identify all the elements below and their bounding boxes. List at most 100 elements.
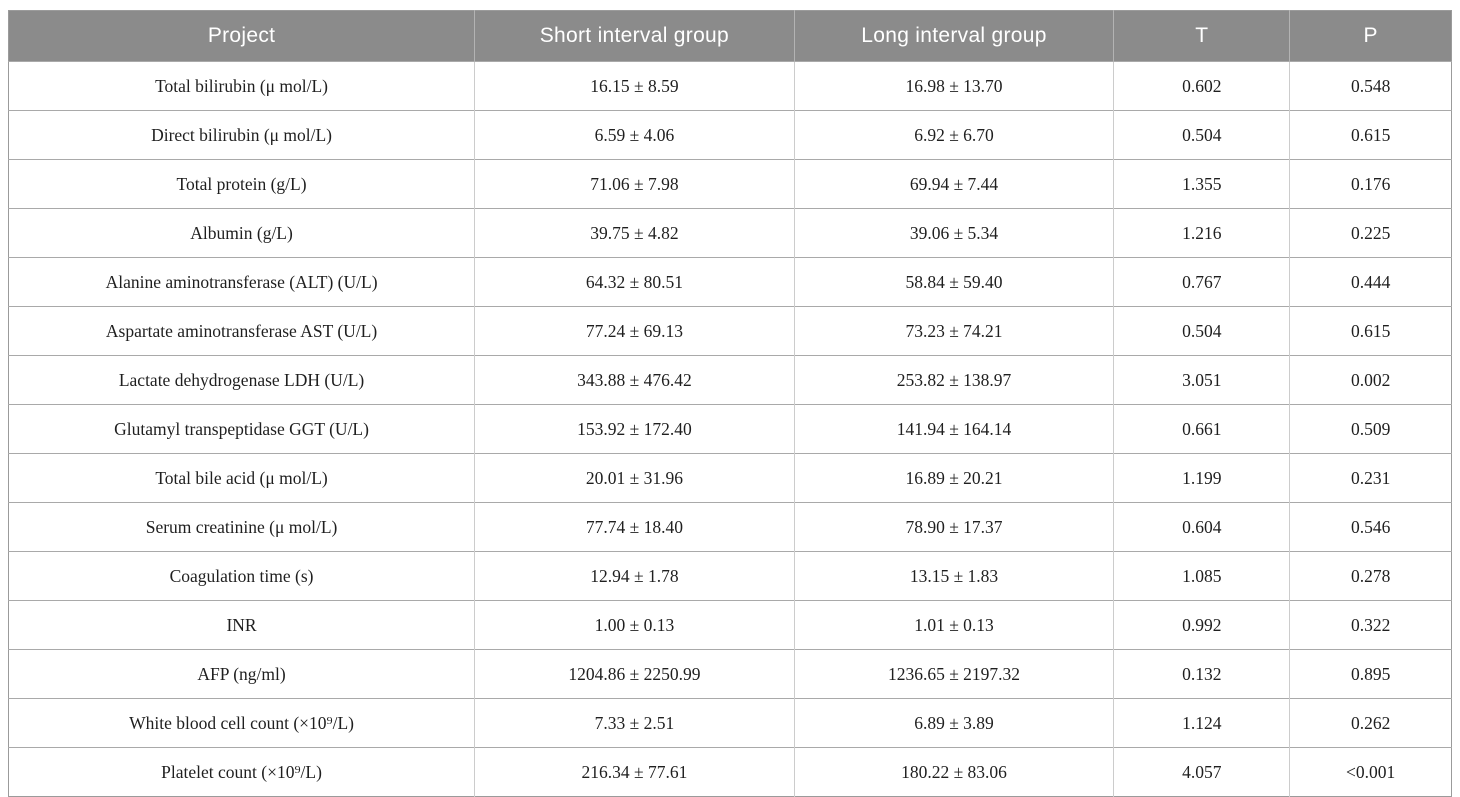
cell-project: Total protein (g/L) bbox=[9, 160, 475, 209]
cell-p-value: 0.002 bbox=[1290, 356, 1452, 405]
cell-project: Albumin (g/L) bbox=[9, 209, 475, 258]
cell-project: Platelet count (×10⁹/L) bbox=[9, 748, 475, 797]
cell-t-value: 1.124 bbox=[1114, 699, 1290, 748]
cell-short-interval: 71.06 ± 7.98 bbox=[475, 160, 795, 209]
cell-project: Glutamyl transpeptidase GGT (U/L) bbox=[9, 405, 475, 454]
cell-short-interval: 7.33 ± 2.51 bbox=[475, 699, 795, 748]
cell-project: Aspartate aminotransferase AST (U/L) bbox=[9, 307, 475, 356]
table-row: Total protein (g/L) 71.06 ± 7.98 69.94 ±… bbox=[9, 160, 1452, 209]
cell-long-interval: 69.94 ± 7.44 bbox=[794, 160, 1114, 209]
cell-short-interval: 1204.86 ± 2250.99 bbox=[475, 650, 795, 699]
cell-p-value: 0.278 bbox=[1290, 552, 1452, 601]
cell-long-interval: 141.94 ± 164.14 bbox=[794, 405, 1114, 454]
cell-short-interval: 1.00 ± 0.13 bbox=[475, 601, 795, 650]
cell-project: Total bilirubin (μ mol/L) bbox=[9, 62, 475, 111]
header-row: Project Short interval group Long interv… bbox=[9, 11, 1452, 62]
cell-short-interval: 64.32 ± 80.51 bbox=[475, 258, 795, 307]
cell-p-value: 0.615 bbox=[1290, 307, 1452, 356]
cell-project: INR bbox=[9, 601, 475, 650]
cell-project: Serum creatinine (μ mol/L) bbox=[9, 503, 475, 552]
cell-t-value: 0.767 bbox=[1114, 258, 1290, 307]
table-row: Coagulation time (s) 12.94 ± 1.78 13.15 … bbox=[9, 552, 1452, 601]
cell-t-value: 0.504 bbox=[1114, 111, 1290, 160]
table-header: Project Short interval group Long interv… bbox=[9, 11, 1452, 62]
cell-p-value: 0.895 bbox=[1290, 650, 1452, 699]
cell-project: White blood cell count (×10⁹/L) bbox=[9, 699, 475, 748]
cell-t-value: 0.661 bbox=[1114, 405, 1290, 454]
cell-p-value: 0.444 bbox=[1290, 258, 1452, 307]
cell-project: Coagulation time (s) bbox=[9, 552, 475, 601]
cell-p-value: 0.176 bbox=[1290, 160, 1452, 209]
cell-short-interval: 39.75 ± 4.82 bbox=[475, 209, 795, 258]
table-row: Platelet count (×10⁹/L) 216.34 ± 77.61 1… bbox=[9, 748, 1452, 797]
cell-t-value: 0.132 bbox=[1114, 650, 1290, 699]
cell-short-interval: 343.88 ± 476.42 bbox=[475, 356, 795, 405]
cell-long-interval: 6.89 ± 3.89 bbox=[794, 699, 1114, 748]
cell-short-interval: 216.34 ± 77.61 bbox=[475, 748, 795, 797]
cell-t-value: 0.604 bbox=[1114, 503, 1290, 552]
cell-project: AFP (ng/ml) bbox=[9, 650, 475, 699]
cell-project: Lactate dehydrogenase LDH (U/L) bbox=[9, 356, 475, 405]
cell-t-value: 1.216 bbox=[1114, 209, 1290, 258]
cell-long-interval: 16.89 ± 20.21 bbox=[794, 454, 1114, 503]
cell-project: Alanine aminotransferase (ALT) (U/L) bbox=[9, 258, 475, 307]
cell-t-value: 0.602 bbox=[1114, 62, 1290, 111]
cell-t-value: 0.504 bbox=[1114, 307, 1290, 356]
cell-short-interval: 12.94 ± 1.78 bbox=[475, 552, 795, 601]
cell-short-interval: 16.15 ± 8.59 bbox=[475, 62, 795, 111]
table-row: Total bilirubin (μ mol/L) 16.15 ± 8.59 1… bbox=[9, 62, 1452, 111]
cell-p-value: <0.001 bbox=[1290, 748, 1452, 797]
cell-project: Total bile acid (μ mol/L) bbox=[9, 454, 475, 503]
header-p-value: P bbox=[1290, 11, 1452, 62]
table-row: Aspartate aminotransferase AST (U/L) 77.… bbox=[9, 307, 1452, 356]
cell-t-value: 1.085 bbox=[1114, 552, 1290, 601]
table-row: Total bile acid (μ mol/L) 20.01 ± 31.96 … bbox=[9, 454, 1452, 503]
cell-p-value: 0.231 bbox=[1290, 454, 1452, 503]
cell-short-interval: 20.01 ± 31.96 bbox=[475, 454, 795, 503]
cell-long-interval: 13.15 ± 1.83 bbox=[794, 552, 1114, 601]
table-row: Glutamyl transpeptidase GGT (U/L) 153.92… bbox=[9, 405, 1452, 454]
header-short-interval: Short interval group bbox=[475, 11, 795, 62]
cell-t-value: 3.051 bbox=[1114, 356, 1290, 405]
cell-long-interval: 6.92 ± 6.70 bbox=[794, 111, 1114, 160]
cell-short-interval: 153.92 ± 172.40 bbox=[475, 405, 795, 454]
cell-long-interval: 253.82 ± 138.97 bbox=[794, 356, 1114, 405]
table-row: INR 1.00 ± 0.13 1.01 ± 0.13 0.992 0.322 bbox=[9, 601, 1452, 650]
cell-t-value: 1.355 bbox=[1114, 160, 1290, 209]
cell-long-interval: 73.23 ± 74.21 bbox=[794, 307, 1114, 356]
table-body: Total bilirubin (μ mol/L) 16.15 ± 8.59 1… bbox=[9, 62, 1452, 797]
cell-p-value: 0.615 bbox=[1290, 111, 1452, 160]
header-long-interval: Long interval group bbox=[794, 11, 1114, 62]
cell-short-interval: 6.59 ± 4.06 bbox=[475, 111, 795, 160]
table-row: Alanine aminotransferase (ALT) (U/L) 64.… bbox=[9, 258, 1452, 307]
cell-p-value: 0.509 bbox=[1290, 405, 1452, 454]
header-t-value: T bbox=[1114, 11, 1290, 62]
cell-long-interval: 180.22 ± 83.06 bbox=[794, 748, 1114, 797]
table-row: Serum creatinine (μ mol/L) 77.74 ± 18.40… bbox=[9, 503, 1452, 552]
cell-p-value: 0.546 bbox=[1290, 503, 1452, 552]
cell-long-interval: 1.01 ± 0.13 bbox=[794, 601, 1114, 650]
cell-long-interval: 16.98 ± 13.70 bbox=[794, 62, 1114, 111]
table-row: Lactate dehydrogenase LDH (U/L) 343.88 ±… bbox=[9, 356, 1452, 405]
table-row: White blood cell count (×10⁹/L) 7.33 ± 2… bbox=[9, 699, 1452, 748]
cell-short-interval: 77.74 ± 18.40 bbox=[475, 503, 795, 552]
cell-long-interval: 58.84 ± 59.40 bbox=[794, 258, 1114, 307]
cell-p-value: 0.322 bbox=[1290, 601, 1452, 650]
cell-t-value: 1.199 bbox=[1114, 454, 1290, 503]
cell-project: Direct bilirubin (μ mol/L) bbox=[9, 111, 475, 160]
cell-long-interval: 1236.65 ± 2197.32 bbox=[794, 650, 1114, 699]
table-row: Albumin (g/L) 39.75 ± 4.82 39.06 ± 5.34 … bbox=[9, 209, 1452, 258]
cell-p-value: 0.548 bbox=[1290, 62, 1452, 111]
cell-p-value: 0.262 bbox=[1290, 699, 1452, 748]
cell-t-value: 0.992 bbox=[1114, 601, 1290, 650]
table-row: Direct bilirubin (μ mol/L) 6.59 ± 4.06 6… bbox=[9, 111, 1452, 160]
cell-long-interval: 39.06 ± 5.34 bbox=[794, 209, 1114, 258]
cell-long-interval: 78.90 ± 17.37 bbox=[794, 503, 1114, 552]
cell-p-value: 0.225 bbox=[1290, 209, 1452, 258]
header-project: Project bbox=[9, 11, 475, 62]
table-row: AFP (ng/ml) 1204.86 ± 2250.99 1236.65 ± … bbox=[9, 650, 1452, 699]
cell-short-interval: 77.24 ± 69.13 bbox=[475, 307, 795, 356]
lab-results-table: Project Short interval group Long interv… bbox=[8, 10, 1452, 797]
cell-t-value: 4.057 bbox=[1114, 748, 1290, 797]
